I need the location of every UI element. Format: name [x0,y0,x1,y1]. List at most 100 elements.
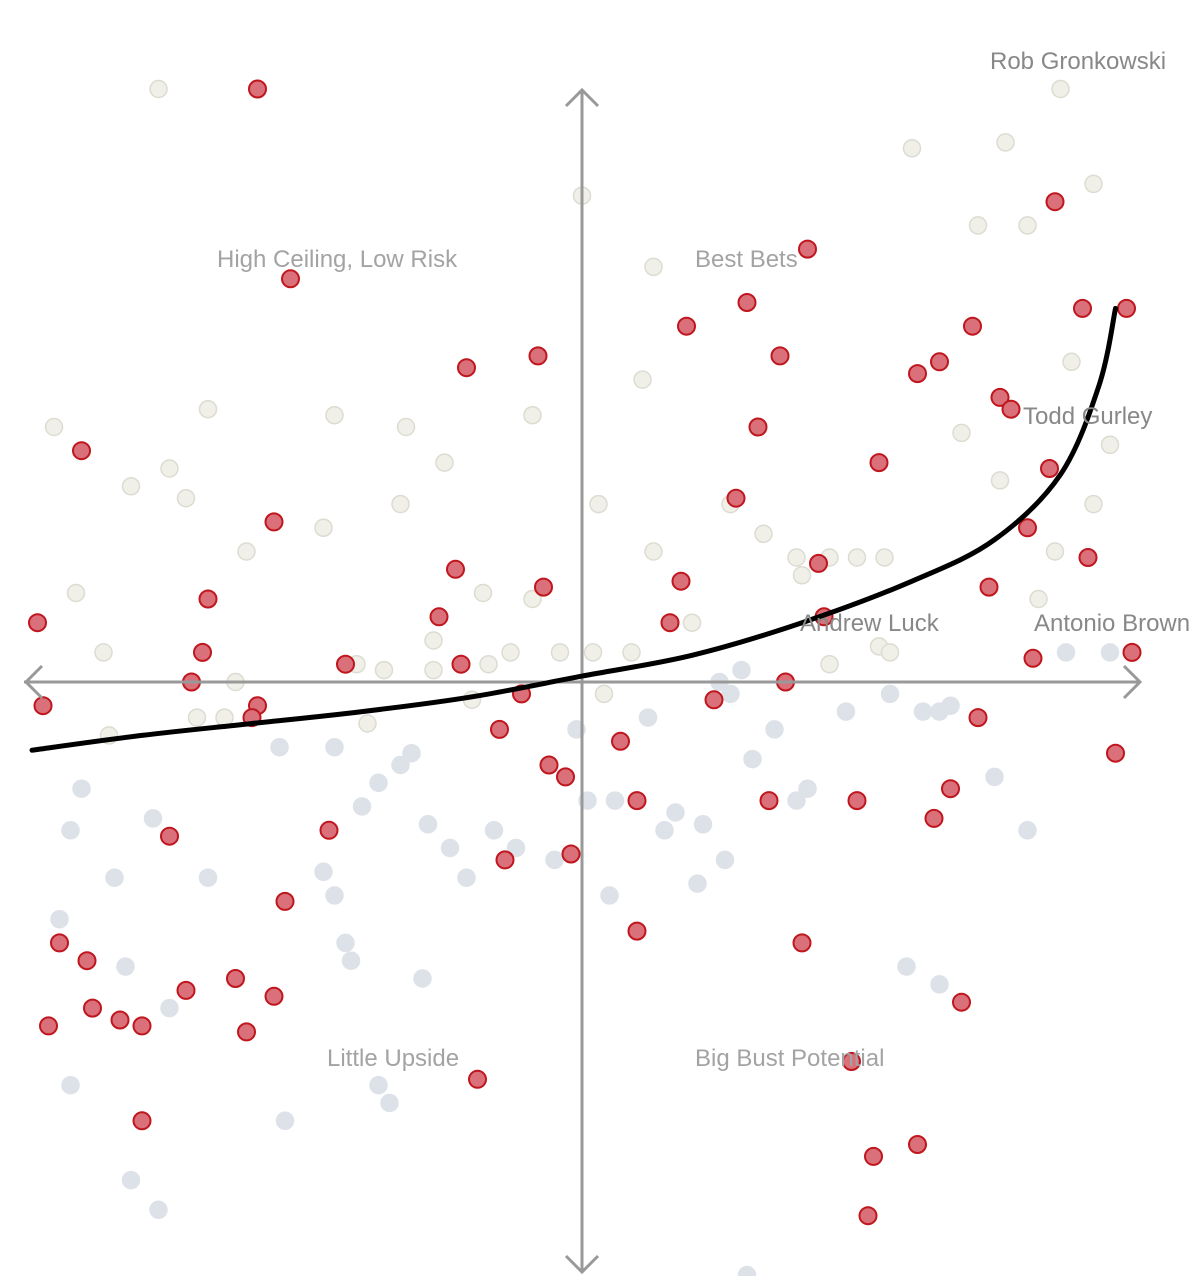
point-highlighted-55 [963,316,982,336]
point-highlighted-62 [1073,298,1092,318]
point-highlighted-44 [809,553,828,573]
point-upper-12 [391,494,410,514]
point-highlighted-73 [952,992,971,1012]
y-axis-top-arrow [564,87,600,108]
point-highlighted-53 [908,364,927,384]
point-lower-59 [737,1265,757,1276]
point-upper-50 [968,216,988,235]
point-highlighted-77 [858,1206,878,1226]
axes-layer [23,87,1143,1275]
point-upper-48 [952,423,971,443]
point-upper-33 [589,494,608,514]
quadrant-label-top-left: High Ceiling, Low Risk [217,246,458,273]
point-highlighted-63 [1045,192,1065,212]
point-lower-48 [314,862,333,882]
point-upper-36 [644,542,663,561]
point-highlighted-33 [264,986,284,1006]
point-upper-3 [396,417,416,437]
point-highlighted-74 [864,1146,883,1166]
annotation-rob-gronkowski: Rob Gronkowski [990,48,1166,75]
point-lower-18 [693,815,713,834]
point-lower-6 [418,815,438,834]
point-highlighted-58 [1040,459,1059,478]
point-lower-40 [50,909,69,929]
annotation-antonio-brown: Antonio Brown [1034,610,1190,637]
point-lower-27 [880,684,900,704]
point-highlighted-7 [28,613,47,633]
labels-layer: High Ceiling, Low Risk Best Bets Little … [217,48,1190,1072]
point-lower-47 [160,998,179,1018]
point-lower-17 [655,821,674,840]
point-highlighted-47 [726,488,746,508]
point-highlighted-50 [677,316,696,336]
point-highlighted-42 [704,690,724,710]
point-upper-37 [682,613,702,632]
point-highlighted-3 [264,512,284,532]
point-upper-61 [160,459,179,478]
point-lower-7 [440,838,460,858]
point-highlighted-61 [1023,648,1043,668]
point-lower-14 [638,708,658,727]
point-highlighted-2 [72,441,91,461]
point-lower-10 [506,838,526,858]
point-lower-22 [743,749,762,769]
point-lower-57 [121,1170,141,1190]
point-lower-32 [913,702,933,721]
point-upper-14 [94,643,113,662]
point-lower-16 [666,803,685,822]
point-upper-10 [237,542,256,561]
trend-curve [29,305,1118,753]
point-upper-54 [1084,174,1103,194]
point-highlighted-38 [468,1069,487,1089]
point-highlighted-45 [660,613,680,633]
point-highlighted-13 [528,346,548,366]
point-lower-37 [930,975,949,994]
point-highlighted-21 [556,767,575,787]
point-lower-43 [105,868,124,887]
point-lower-34 [985,767,1004,787]
point-upper-9 [176,488,196,508]
point-lower-38 [1056,643,1076,662]
point-highlighted-22 [561,844,581,864]
point-upper-56 [990,471,1010,490]
point-highlighted-46 [671,571,691,591]
point-highlighted-11 [336,654,355,674]
point-highlighted-19 [490,719,509,739]
point-upper-22 [424,660,443,680]
point-lower-52 [413,969,432,988]
point-highlighted-20 [539,755,559,775]
point-highlighted-36 [132,1016,152,1036]
point-highlighted-24 [319,820,339,840]
point-highlighted-51 [798,239,817,259]
point-highlighted-37 [132,1111,152,1131]
point-upper-24 [501,643,520,662]
point-highlighted-5 [193,642,212,662]
point-lower-13 [605,791,625,810]
point-lower-55 [369,1075,388,1095]
point-highlighted-4 [198,589,218,609]
point-highlighted-71 [759,791,779,811]
point-highlighted-12 [457,358,476,378]
point-lower-54 [275,1111,295,1131]
point-highlighted-40 [611,731,630,751]
point-upper-51 [1018,216,1037,235]
point-upper-45 [820,654,839,674]
point-lower-44 [143,809,163,828]
point-lower-1 [325,737,344,757]
point-highlighted-0 [248,79,267,99]
point-highlighted-75 [908,1135,927,1154]
point-highlighted-1 [281,269,300,289]
point-lower-39 [1100,643,1120,662]
point-upper-53 [996,133,1015,152]
point-highlighted-66 [941,779,960,799]
point-highlighted-25 [160,826,179,846]
point-highlighted-72 [792,933,812,953]
point-highlighted-31 [176,980,196,1000]
point-upper-2 [325,405,344,425]
point-lower-41 [72,779,91,798]
point-highlighted-39 [627,791,647,811]
point-lower-56 [380,1093,399,1113]
point-highlighted-65 [1078,548,1098,567]
point-highlighted-14 [446,559,465,579]
